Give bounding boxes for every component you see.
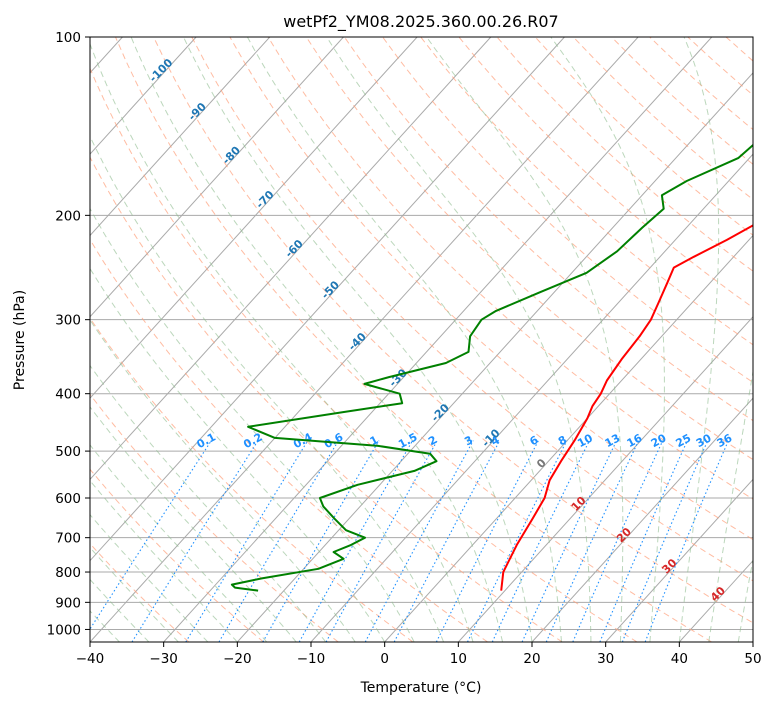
dry-adiabat-line [764,37,775,642]
background-lines [0,37,775,642]
isotherm-line [679,37,775,642]
x-tick-label: 40 [671,651,688,667]
dry-adiabat-label: -20 [429,401,452,424]
y-tick-label: 600 [55,491,81,507]
x-tick-label: −40 [76,651,105,667]
dry-adiabat-line [0,37,338,642]
moist-adiabat-label: 20 [614,525,634,545]
mixing-ratio-label: 16 [625,431,645,450]
mixing-ratio-line [326,441,437,642]
dry-adiabat-label: -10 [479,426,502,449]
chart-title: wetPf2_YM08.2025.360.00.26.R07 [283,12,558,32]
dry-adiabat-line [535,37,775,642]
moist-adiabat-line [0,37,296,642]
mixing-ratio-line [522,441,617,642]
isotherm-line [458,37,775,642]
y-tick-label: 900 [55,595,81,611]
dry-adiabat-line [154,37,775,642]
plot-frame [90,37,753,642]
y-tick-label: 1000 [47,622,81,638]
y-tick-label: 800 [55,565,81,581]
mixing-ratio-label: 0.6 [322,430,346,451]
y-tick-label: 500 [55,444,81,460]
moist-adiabat-line [551,37,665,642]
mixing-ratio-label: 30 [694,431,714,450]
isotherm-line [164,37,712,642]
moist-adiabat-line [738,37,775,642]
y-tick-label: 700 [55,531,81,547]
dry-adiabat-line [650,37,775,642]
moist-adiabat-line [679,37,718,642]
isotherm-line [385,37,775,642]
x-tick-label: 20 [523,651,540,667]
x-tick-label: 30 [597,651,614,667]
moist-adiabat-line [131,37,502,642]
dry-adiabat-line [688,37,775,642]
dry-adiabat-label: -60 [283,237,306,260]
x-tick-label: 10 [450,651,467,667]
moist-adiabat-label: 10 [569,494,589,514]
x-tick-label: −30 [149,651,178,667]
x-tick-label: −10 [297,651,326,667]
dry-adiabat-line [421,37,775,642]
dry-adiabat-line [268,37,775,642]
dry-adiabat-label: -70 [253,188,276,211]
moist-adiabat-line [0,37,355,642]
dry-adiabat-label: -100 [147,56,176,85]
mixing-ratio-line [263,441,379,642]
mixing-ratio-label: 13 [603,431,623,450]
mixing-ratio-label: 20 [649,431,669,450]
mixing-ratio-label: 2 [426,433,439,448]
mixing-ratio-label: 0.1 [195,431,218,452]
y-tick-label: 100 [55,30,81,46]
moist-adiabat-line [50,37,443,642]
mixing-ratio-label: 1.5 [396,430,419,451]
y-axis: 100 200 300 400 500 600 700 800 900 1000 [47,30,90,638]
y-tick-label: 300 [55,313,81,329]
moist-adiabat-line [0,37,326,642]
dry-adiabat-line [383,37,775,642]
dry-adiabat-line [459,37,775,642]
isotherm-line [753,37,775,642]
moist-adiabat-line [709,37,775,642]
moist-adiabat-line [0,37,267,642]
moist-adiabat-label: 30 [660,556,680,576]
dry-adiabat-label: -80 [220,144,243,167]
y-axis-label: Pressure (hPa) [12,290,28,390]
dry-adiabat-line [726,37,775,642]
dry-adiabat-line [0,37,264,642]
moist-adiabat-line [87,37,473,642]
dry-adiabat-label: -50 [319,278,342,301]
x-axis-label: Temperature (°C) [360,680,482,696]
x-tick-label: 50 [744,651,761,667]
mixing-ratio-line [622,441,707,642]
dry-adiabat-label: -30 [386,366,409,389]
moist-adiabat-line [0,37,237,642]
x-axis: −40 −30 −20 −10 0 10 20 30 40 50 [76,642,762,667]
isotherm-line [16,37,564,642]
moist-adiabat-line [427,37,623,642]
mixing-ratio-line [365,441,473,642]
isotherm-line [237,37,775,642]
mixing-ratio-label: 25 [674,431,694,450]
mixing-ratio-line [492,441,589,642]
mixing-ratio-line [186,441,308,642]
y-tick-label: 200 [55,208,81,224]
moist-adiabat-line [0,37,385,642]
mixing-ratio-label: 0.2 [241,430,264,451]
mixing-ratio-label: 36 [715,431,735,450]
moist-adiabat-label: 40 [708,584,728,604]
y-tick-label: 400 [55,387,81,403]
dry-adiabat-label: -90 [186,100,209,123]
isotherm-line [0,37,270,642]
isotherm-line [532,37,775,642]
dry-adiabat-line [39,37,562,642]
x-tick-label: −20 [223,651,252,667]
x-tick-label: 0 [380,651,389,667]
mixing-ratio-line [394,441,500,642]
mixing-ratio-line [82,441,212,642]
